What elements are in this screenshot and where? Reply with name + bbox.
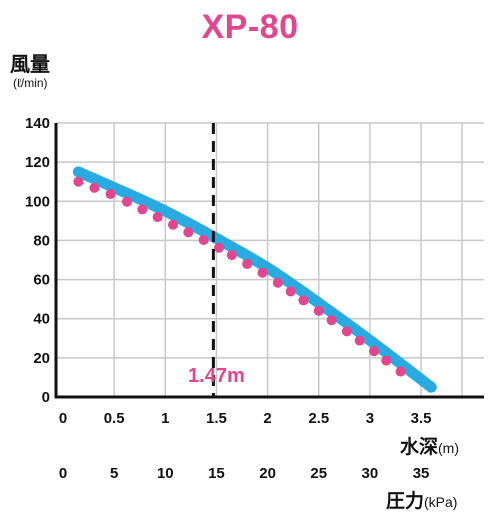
marker-label: 1.47m xyxy=(188,365,245,387)
y-tick-label: 0 xyxy=(42,389,50,406)
x-tick-label-pressure: 5 xyxy=(110,465,118,482)
series-dot xyxy=(354,335,365,346)
series-dot xyxy=(105,189,116,200)
series-dot xyxy=(285,286,296,297)
series-dot xyxy=(198,234,209,245)
series-dot xyxy=(298,295,309,306)
series-line-solid xyxy=(72,166,437,393)
series-dot xyxy=(272,277,283,288)
chart-title: XP-80 xyxy=(201,8,299,46)
series-layer xyxy=(72,166,437,393)
tick-labels: 020406080100120140000.551101.5152202.525… xyxy=(25,115,432,482)
y-axis-label: 風量 xyxy=(10,54,50,76)
series-dot xyxy=(121,196,132,207)
series-dot xyxy=(368,346,379,357)
y-tick-label: 120 xyxy=(25,154,50,171)
series-dot xyxy=(152,212,163,223)
series-dot xyxy=(183,227,194,238)
series-dot xyxy=(89,182,100,193)
x-tick-label-pressure: 30 xyxy=(362,465,379,482)
series-dot xyxy=(313,305,324,316)
y-tick-label: 80 xyxy=(33,232,50,249)
y-tick-label: 20 xyxy=(33,350,50,367)
x-axis-depth-text: 水深 xyxy=(400,437,439,458)
x-axis-label-depth: 水深(m) xyxy=(400,432,459,459)
x-tick-label-depth: 3.5 xyxy=(411,410,432,427)
x-tick-label-pressure: 15 xyxy=(208,465,225,482)
x-axis-depth-unit: (m) xyxy=(438,440,460,456)
y-tick-label: 40 xyxy=(33,311,50,328)
x-axis-pressure-unit: (kPa) xyxy=(424,494,458,510)
x-tick-label-pressure: 25 xyxy=(310,465,327,482)
series-dot xyxy=(226,250,237,261)
series-dot xyxy=(326,315,337,326)
grid-lines xyxy=(56,122,484,397)
series-dot xyxy=(242,258,253,269)
y-tick-label: 140 xyxy=(25,115,50,132)
x-tick-label-depth: 0 xyxy=(59,410,67,427)
x-tick-label-pressure: 20 xyxy=(259,465,276,482)
y-tick-label: 60 xyxy=(33,272,50,289)
x-tick-label-pressure: 35 xyxy=(413,465,430,482)
x-tick-label-depth: 3 xyxy=(366,410,374,427)
series-dot xyxy=(381,355,392,366)
x-tick-label-depth: 0.5 xyxy=(104,410,125,427)
series-dot xyxy=(167,219,178,230)
series-dot xyxy=(257,267,268,278)
axes xyxy=(54,123,484,399)
series-dot xyxy=(137,204,148,215)
x-tick-label-pressure: 0 xyxy=(59,465,67,482)
series-dot xyxy=(73,176,84,187)
x-axis-label-pressure: 圧力(kPa) xyxy=(386,486,457,513)
x-tick-label-depth: 1.5 xyxy=(206,410,227,427)
series-dot xyxy=(395,366,406,377)
marker-layer: 1.47m xyxy=(188,123,245,397)
y-tick-label: 100 xyxy=(25,193,50,210)
x-axis-pressure-text: 圧力 xyxy=(386,491,425,512)
x-tick-label-depth: 1 xyxy=(161,410,169,427)
x-tick-label-pressure: 10 xyxy=(157,465,174,482)
x-tick-label-depth: 2 xyxy=(263,410,271,427)
y-axis-unit: (ℓ/min) xyxy=(13,76,48,90)
series-dot xyxy=(214,242,225,253)
series-dot xyxy=(341,326,352,337)
x-tick-label-depth: 2.5 xyxy=(308,410,329,427)
